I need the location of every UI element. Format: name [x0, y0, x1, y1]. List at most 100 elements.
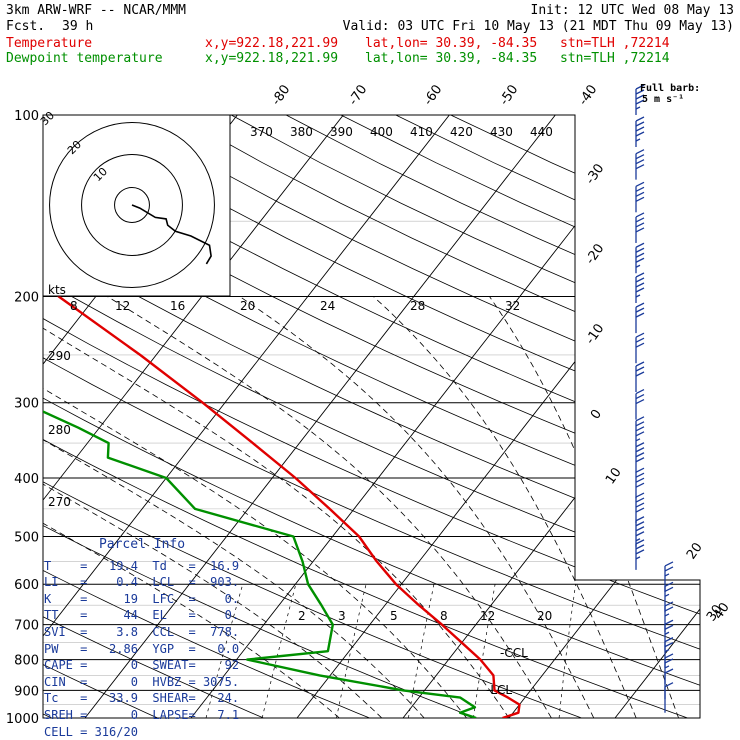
parcel-info-row: PW = 2.86 YGP = 0.0 — [44, 641, 240, 656]
dry-adiabat — [43, 115, 476, 718]
hodograph-speed-label: 12 — [115, 299, 130, 313]
wind-barb-flag — [635, 312, 645, 318]
theta-e-label: 440 — [530, 125, 553, 139]
wind-barb-flag — [635, 457, 645, 463]
theta-e-label: 410 — [410, 125, 433, 139]
wind-barb-flag — [635, 131, 645, 137]
dewpoint-station: stn=TLH ,72214 — [560, 51, 670, 66]
wind-barb-flag — [664, 653, 674, 659]
wind-barb — [635, 272, 645, 303]
wind-barb-flag — [635, 361, 645, 367]
wind-barb-flag — [635, 252, 645, 258]
dry-adiabat — [395, 115, 700, 718]
pressure-tick-label: 700 — [14, 619, 39, 634]
wind-barb-flag — [664, 619, 674, 625]
theta-label: 280 — [48, 423, 71, 437]
pressure-tick-label: 900 — [14, 684, 39, 699]
wind-barb-flag — [664, 561, 674, 567]
wind-barb — [635, 84, 645, 115]
isotherm-line — [721, 115, 740, 718]
mixing-ratio-label: 20 — [537, 609, 552, 623]
wind-barb-half-flag — [635, 138, 641, 142]
forecast-hour: 39 h — [62, 19, 94, 34]
hodograph-speed-label: 8 — [70, 299, 78, 313]
wind-barb-flag — [635, 89, 645, 95]
wind-barb-flag — [635, 337, 645, 343]
wind-barb-flag — [635, 544, 645, 550]
wind-barb — [635, 442, 645, 473]
pressure-tick-label: 200 — [14, 291, 39, 306]
wind-barb-flag — [664, 606, 674, 612]
wind-barb-flag — [635, 539, 645, 545]
dewpoint-legend: Dewpoint temperature — [6, 51, 163, 66]
mixing-ratio-label: 2 — [298, 609, 306, 623]
lcl-marker: -LCL — [486, 683, 512, 697]
wind-barb-flag — [635, 371, 645, 377]
wind-barb-flag — [635, 307, 645, 313]
wind-barb-flag — [635, 287, 645, 293]
wind-barb-half-flag — [635, 538, 641, 542]
hodograph-units: kts — [48, 283, 66, 297]
wind-barb-flag — [635, 452, 645, 458]
isotherm-line — [84, 115, 556, 718]
wind-barb-flag — [635, 191, 645, 197]
wind-barb-half-flag — [664, 573, 670, 577]
dry-adiabat — [43, 115, 700, 718]
temperature-latlon: lat,lon= 30.39, -84.35 — [365, 36, 538, 51]
wind-barb-flag — [635, 277, 645, 283]
wind-barb — [635, 332, 645, 364]
isotherm-line — [43, 115, 344, 718]
isotherm-label-right: 20 — [684, 540, 706, 562]
isotherm-label-top: -80 — [269, 82, 293, 108]
wind-barb-flag — [635, 399, 645, 405]
wind-barb — [664, 682, 674, 713]
hodograph-ring — [49, 122, 215, 288]
wind-barb — [635, 389, 645, 420]
dry-adiabat — [43, 115, 700, 718]
wind-barb-flag — [664, 581, 674, 587]
pressure-tick-label: 500 — [14, 530, 39, 545]
dry-adiabat — [43, 115, 700, 718]
wind-barb-flag — [664, 658, 674, 664]
moist-adiabat — [43, 296, 383, 718]
dry-adiabat — [285, 115, 700, 718]
hodograph-ring — [81, 154, 183, 256]
dry-adiabat — [43, 115, 370, 718]
wind-barb-flag — [635, 222, 645, 228]
theta-e-label: 430 — [490, 125, 513, 139]
barb-legend-units: 5 m s⁻¹ — [642, 94, 685, 105]
wind-barb-flag — [664, 586, 674, 592]
pressure-tick-label: 100 — [14, 109, 39, 124]
wind-barb-flag — [635, 217, 645, 223]
init-time: Init: 12 UTC Wed 08 May 13 — [530, 3, 735, 18]
isotherm-label-right: 0 — [588, 407, 605, 422]
wind-barb-flag — [635, 116, 645, 122]
wind-barb-flag — [635, 342, 645, 348]
wind-barb-flag — [635, 126, 645, 132]
isotherm-label-right: -30 — [583, 161, 607, 187]
wind-barb-flag — [635, 389, 645, 395]
wind-barb — [635, 242, 645, 274]
dry-adiabat — [66, 115, 700, 718]
wind-barb — [635, 302, 645, 334]
wind-barb-flag — [635, 507, 645, 513]
theta-e-label: 400 — [370, 125, 393, 139]
dewpoint-line — [43, 410, 477, 718]
theta-e-label: 420 — [450, 125, 473, 139]
wind-barb-half-flag — [635, 106, 641, 110]
wind-barb-flag — [635, 416, 645, 422]
pressure-tick-label: 800 — [14, 654, 39, 669]
model-title: 3km ARW-WRF -- NCAR/MMM — [6, 3, 187, 18]
wind-barb-flag — [635, 94, 645, 100]
parcel-info-row: SVI = 3.8 CCL = 778. — [44, 624, 240, 639]
dry-adiabat — [43, 115, 264, 718]
wind-barb-half-flag — [664, 613, 670, 617]
forecast-label: Fcst. — [6, 19, 46, 34]
parcel-info-row: CAPE = 0 SWEAT= 92 — [44, 658, 240, 673]
theta-e-label: 380 — [290, 125, 313, 139]
wind-barb-flag — [635, 302, 645, 308]
wind-barb-flag — [635, 282, 645, 288]
wind-barb — [635, 212, 645, 243]
wind-barb-half-flag — [664, 631, 670, 635]
parcel-info-row: SREH = 0 LAPSE= 7.1 — [44, 707, 240, 722]
